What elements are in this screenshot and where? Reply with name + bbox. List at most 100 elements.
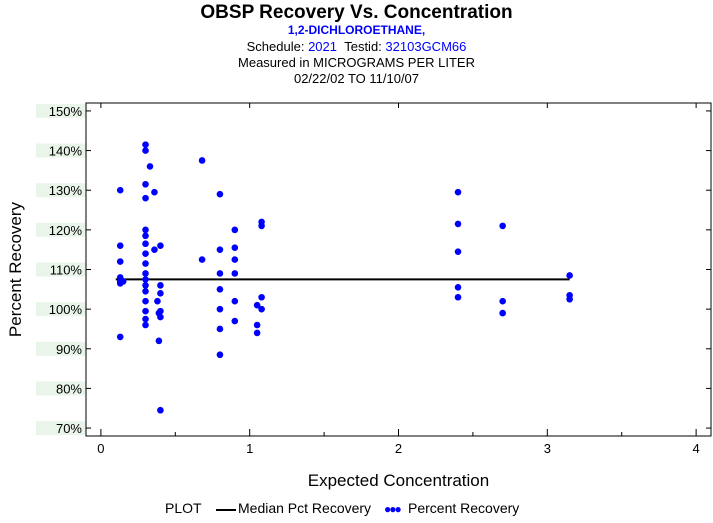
data-point [231, 226, 239, 234]
data-point [155, 337, 163, 345]
data-point [454, 293, 462, 301]
data-point [119, 278, 127, 285]
data-points [116, 141, 573, 414]
data-point [216, 190, 224, 198]
data-point [253, 301, 261, 309]
data-point [231, 297, 239, 305]
data-point [258, 218, 265, 226]
x-tick-label: 3 [544, 441, 551, 456]
legend: PLOT Median Pct Recovery ●●● Percent Rec… [0, 500, 713, 518]
data-point [154, 297, 161, 305]
y-tick-band [36, 381, 86, 396]
y-tick-label: 80% [56, 381, 82, 396]
data-point [151, 188, 158, 196]
data-point [231, 317, 239, 325]
testid-value: 32103GCM66 [385, 39, 467, 54]
x-axis-ticks: 0 1 2 3 4 [97, 103, 700, 456]
legend-points-swatch: ●●● [384, 502, 402, 516]
y-tick-label: 140% [49, 144, 83, 159]
legend-median-label: Median Pct Recovery [238, 500, 372, 516]
schedule-line: Schedule: 2021 Testid: 32103GCM66 [0, 39, 713, 54]
data-point [157, 406, 164, 414]
analyte-name: 1,2-DICHLOROETHANE, [287, 23, 426, 37]
data-point [216, 286, 224, 293]
data-point [142, 180, 149, 188]
data-point [116, 333, 124, 341]
y-tick-label: 130% [49, 183, 83, 198]
x-tick-label: 0 [97, 441, 104, 456]
data-point [231, 256, 239, 263]
data-point [142, 141, 149, 148]
data-point [157, 242, 164, 250]
data-point [216, 325, 224, 333]
data-point [566, 272, 573, 279]
y-tick-label: 100% [49, 302, 83, 317]
legend-plot-label: PLOT [165, 500, 202, 516]
x-tick-label: 2 [395, 441, 402, 456]
y-tick-label: 90% [56, 342, 82, 357]
data-point [142, 276, 149, 283]
data-point [142, 321, 149, 329]
chart-title: OBSP Recovery Vs. Concentration [200, 2, 513, 23]
schedule-value: 2021 [308, 39, 337, 54]
date-range: 02/22/02 TO 11/10/07 [293, 71, 420, 86]
data-point [142, 226, 149, 234]
y-tick-band [36, 421, 86, 436]
testid-label: Testid: [344, 39, 382, 54]
data-point [499, 297, 506, 305]
data-point [499, 309, 506, 317]
y-axis-title: Percent Recovery [6, 201, 25, 337]
data-point [142, 147, 149, 154]
x-tick-label: 4 [693, 441, 700, 456]
x-axis-title: Expected Concentration [308, 471, 489, 490]
y-tick-band [36, 103, 86, 118]
data-point [258, 293, 265, 301]
y-tick-band [36, 341, 86, 356]
data-point [454, 220, 462, 228]
data-point [142, 297, 149, 305]
data-point [142, 240, 149, 248]
data-point [566, 291, 573, 299]
y-tick-band [36, 302, 86, 317]
data-point [142, 250, 149, 257]
data-point [142, 270, 149, 277]
y-tick-label: 70% [56, 421, 82, 436]
data-point [146, 163, 154, 170]
data-point [216, 270, 224, 277]
y-tick-band [36, 262, 86, 277]
data-point [157, 289, 164, 297]
y-tick-band [36, 183, 86, 198]
data-point [116, 186, 124, 194]
y-tick-label: 110% [50, 263, 83, 278]
data-point [142, 232, 149, 240]
data-point [454, 188, 462, 196]
data-point [151, 246, 158, 253]
data-point [198, 157, 206, 164]
units-line: Measured in MICROGRAMS PER LITER [238, 55, 475, 70]
data-point [216, 351, 224, 359]
data-point [157, 313, 164, 321]
schedule-label: Schedule: [246, 39, 305, 54]
data-point [216, 246, 224, 253]
plot-area [85, 102, 712, 437]
data-point [116, 242, 124, 250]
data-point [253, 321, 261, 329]
y-tick-bands [36, 103, 86, 436]
data-point [142, 307, 149, 315]
data-point [116, 258, 124, 265]
data-point [499, 222, 506, 230]
data-point [157, 307, 164, 315]
data-point [142, 260, 149, 267]
y-tick-label: 150% [49, 104, 83, 119]
data-point [142, 315, 149, 323]
y-tick-band [36, 143, 86, 158]
data-point [216, 305, 224, 313]
data-point [157, 282, 164, 289]
data-point [454, 248, 462, 255]
data-point [142, 282, 149, 289]
data-point [454, 284, 462, 291]
data-point [142, 288, 149, 295]
data-point [231, 244, 239, 251]
data-point [142, 194, 149, 202]
